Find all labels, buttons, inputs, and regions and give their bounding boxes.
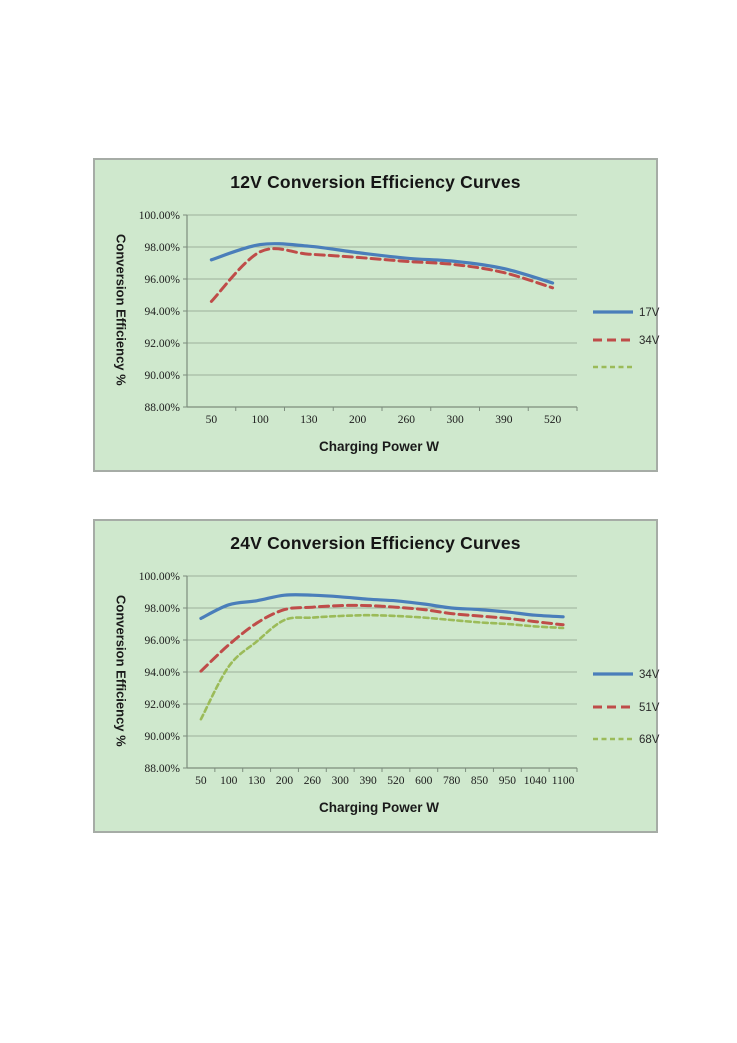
x-axis-title-12v: Charging Power W xyxy=(318,439,439,454)
x-tick-label: 390 xyxy=(495,414,513,426)
plot-area-24v: 100.00% 98.00% 96.00% 94.00% 92.00% 90.00% 88.… xyxy=(139,571,660,787)
y-tick-label: 94.00% xyxy=(145,667,181,679)
y-tick-label: 92.00% xyxy=(145,699,181,711)
y-tick-labels: 100.00% 98.00% 96.00% 94.00% 92.00% 90.00% 88.… xyxy=(139,571,181,775)
x-tick-label: 520 xyxy=(544,414,562,426)
y-tick-label: 94.00% xyxy=(145,306,181,318)
x-axis-title-24v: Charging Power W xyxy=(318,800,439,815)
y-tick-label: 90.00% xyxy=(145,731,181,743)
legend: 34V 51V 68V xyxy=(593,669,660,746)
x-tick-label: 200 xyxy=(349,414,367,426)
legend-item-34V: 34V xyxy=(593,669,660,681)
plot-area-12v: 100.00% 98.00% 96.00% 94.00% 92.00% 90.00% 88.… xyxy=(139,210,660,426)
x-tick-label: 950 xyxy=(499,775,517,787)
y-tick-label: 90.00% xyxy=(145,370,181,382)
y-tick-label: 100.00% xyxy=(139,571,181,583)
legend-label: 51V xyxy=(639,702,660,714)
x-tick-labels: 50 100 130 200 260 300 390 520 xyxy=(206,414,562,426)
legend: 17V 34V xyxy=(593,307,660,369)
y-axis-title-12v: Conversion Efficiency % xyxy=(113,234,129,386)
y-axis-title-24v: Conversion Efficiency % xyxy=(113,595,129,747)
series-line-34V xyxy=(209,247,555,303)
x-tick-label: 260 xyxy=(304,775,322,787)
y-tick-label: 98.00% xyxy=(145,242,181,254)
x-tick-label: 300 xyxy=(447,414,465,426)
x-tick-label: 50 xyxy=(195,775,207,787)
chart-title-24v: 24V Conversion Efficiency Curves xyxy=(230,533,521,553)
x-tick-label: 130 xyxy=(300,414,318,426)
x-tick-label: 1100 xyxy=(552,775,575,787)
x-tick-label: 260 xyxy=(398,414,416,426)
legend-label: 17V xyxy=(639,307,660,319)
legend-label: 34V xyxy=(639,335,660,347)
legend-item-34V: 34V xyxy=(593,335,660,347)
legend-item-68V: 68V xyxy=(593,734,660,746)
chart-12v-efficiency: 100.00% 98.00% 96.00% 94.00% 92.00% 90.00% 88.… xyxy=(93,158,660,472)
legend-label: 68V xyxy=(639,734,660,746)
axes xyxy=(183,214,578,411)
series-line-17V xyxy=(209,242,555,285)
x-tick-label: 200 xyxy=(276,775,294,787)
y-tick-label: 96.00% xyxy=(145,274,181,286)
x-tick-label: 130 xyxy=(248,775,266,787)
y-tick-label: 96.00% xyxy=(145,635,181,647)
y-tick-label: 92.00% xyxy=(145,338,181,350)
legend-item-51V: 51V xyxy=(593,702,660,714)
x-tick-label: 1040 xyxy=(524,775,547,787)
y-tick-label: 98.00% xyxy=(145,603,181,615)
axes xyxy=(183,575,578,772)
series-line-34V xyxy=(199,593,565,620)
x-tick-label: 300 xyxy=(332,775,350,787)
x-tick-label: 50 xyxy=(206,414,218,426)
y-tick-label: 100.00% xyxy=(139,210,181,222)
legend-item-17V: 17V xyxy=(593,307,660,319)
x-tick-label: 780 xyxy=(443,775,461,787)
gridlines xyxy=(187,214,577,408)
chart-24v-efficiency: 100.00% 98.00% 96.00% 94.00% 92.00% 90.00% 88.… xyxy=(93,519,660,833)
x-tick-label: 850 xyxy=(471,775,489,787)
x-tick-label: 600 xyxy=(415,775,433,787)
x-tick-label: 520 xyxy=(387,775,405,787)
chart-title-12v: 12V Conversion Efficiency Curves xyxy=(230,172,521,192)
x-tick-label: 390 xyxy=(359,775,377,787)
y-tick-label: 88.00% xyxy=(145,402,181,414)
series-line-68V xyxy=(199,613,565,721)
x-tick-labels: 50 100 130 200 260 300 390 520 600 780 850 950 1040 1… xyxy=(195,775,574,787)
x-tick-label: 100 xyxy=(252,414,270,426)
series-line-51V xyxy=(199,603,565,673)
legend-label: 34V xyxy=(639,669,660,681)
x-tick-label: 100 xyxy=(220,775,238,787)
y-tick-label: 88.00% xyxy=(145,763,181,775)
y-tick-labels: 100.00% 98.00% 96.00% 94.00% 92.00% 90.00% 88.… xyxy=(139,210,181,414)
